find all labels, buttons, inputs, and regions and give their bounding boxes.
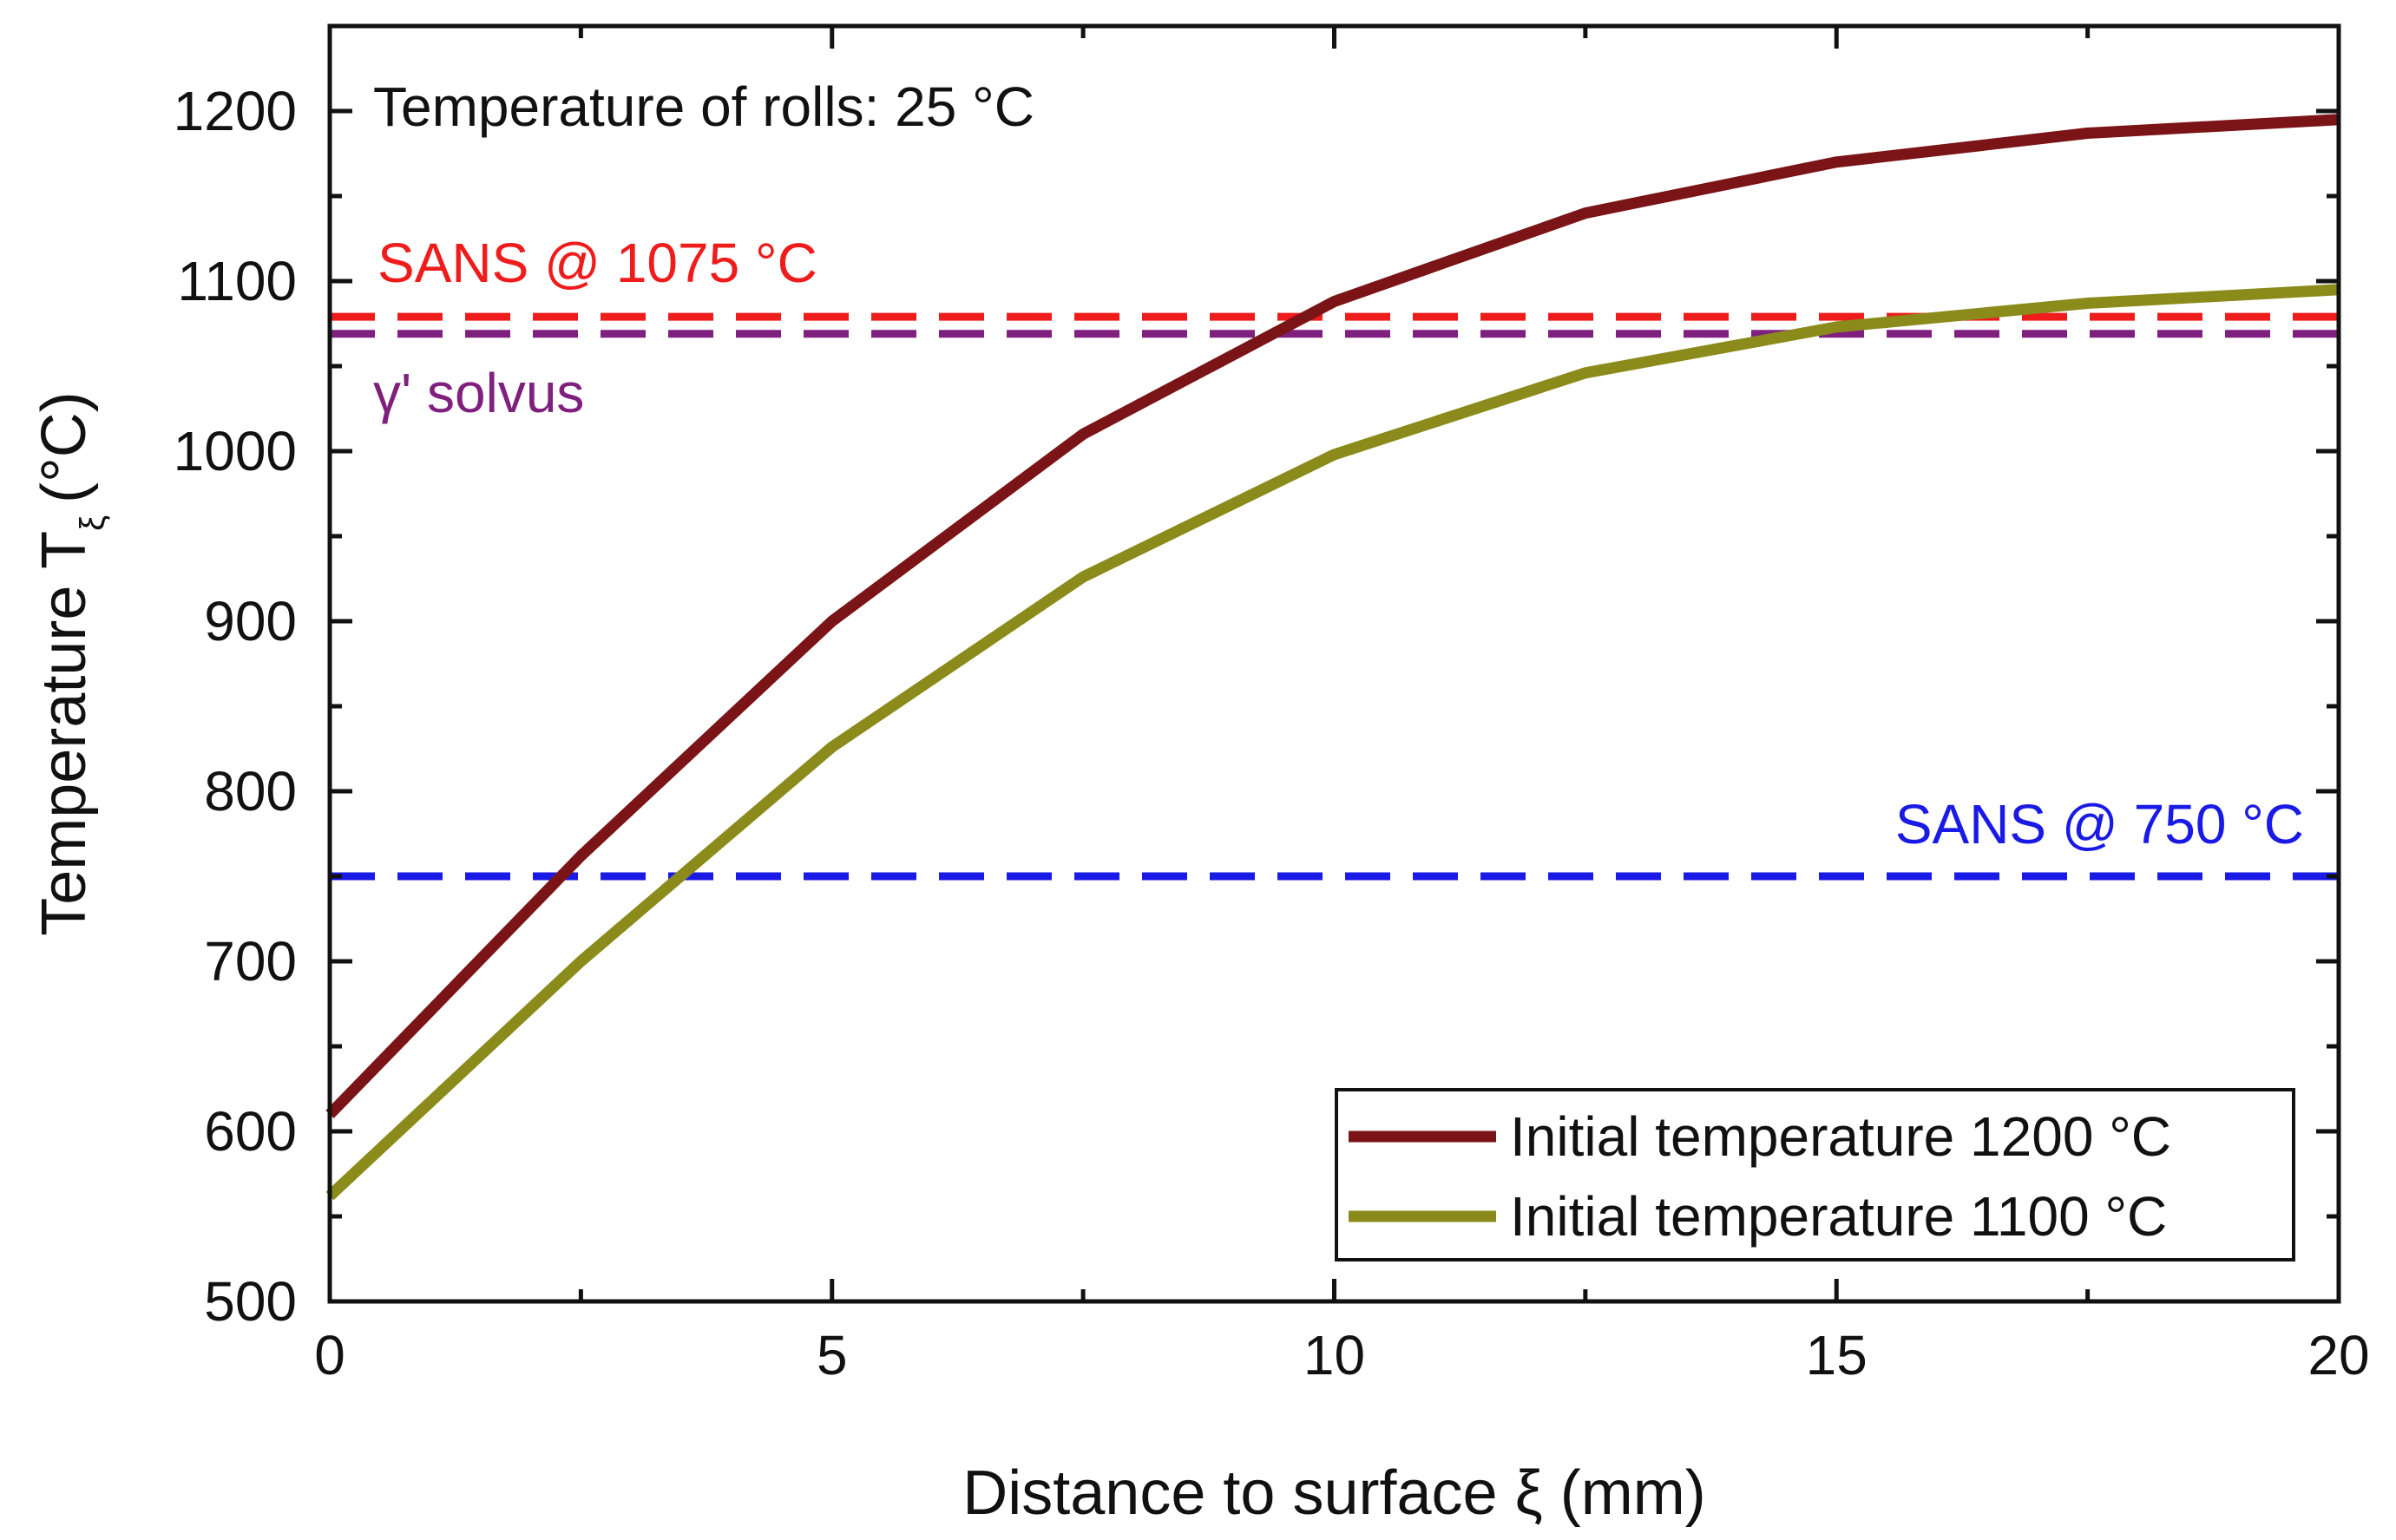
y-tick-label: 700 xyxy=(204,930,297,993)
x-tick-label: 20 xyxy=(2307,1324,2369,1386)
annotations: Temperature of rolls: 25 °C SANS @ 1075 °… xyxy=(373,75,2304,855)
legend: Initial temperature 1200 °C Initial tempe… xyxy=(1335,1088,2295,1261)
series-line-2 xyxy=(325,284,2340,1201)
annotation-rolls-temperature: Temperature of rolls: 25 °C xyxy=(373,75,1034,138)
series-line-1 xyxy=(325,114,2340,1118)
y-tick-label: 600 xyxy=(204,1100,297,1163)
reference-label-gamma-solvus: γ' solvus xyxy=(373,362,584,424)
legend-label-1: Initial temperature 1200 °C xyxy=(1510,1105,2171,1168)
axes: 0 5 10 15 20 500 600 700 800 900 1000 1100 1200 Dista… xyxy=(30,23,2370,1528)
x-tick-label: 5 xyxy=(817,1324,848,1386)
x-tick-label: 0 xyxy=(314,1324,345,1386)
x-tick-label: 15 xyxy=(1806,1324,1868,1386)
y-tick-label: 1200 xyxy=(174,80,297,142)
y-tick-label: 800 xyxy=(204,760,297,822)
y-axis-title: Temperature Tξ (°C) xyxy=(30,391,112,936)
y-axis-title-subscript: ξ xyxy=(74,515,112,531)
legend-label-2: Initial temperature 1100 °C xyxy=(1510,1185,2167,1248)
y-tick-label: 1100 xyxy=(177,250,297,312)
y-tick-label: 1000 xyxy=(174,420,297,482)
y-axis-title-unit: (°C) xyxy=(30,391,99,503)
legend-box xyxy=(1335,1088,2295,1261)
reference-label-sans-1075: SANS @ 1075 °C xyxy=(377,232,817,294)
y-axis-title-main: Temperature T xyxy=(30,531,99,936)
reference-label-sans-750: SANS @ 750 °C xyxy=(1895,793,2304,855)
series-lines xyxy=(325,114,2340,1201)
x-axis-title: Distance to surface ξ (mm) xyxy=(962,1458,1705,1528)
x-tick-label: 10 xyxy=(1303,1324,1365,1386)
y-tick-label: 900 xyxy=(204,590,297,652)
y-tick-label: 500 xyxy=(204,1270,297,1333)
